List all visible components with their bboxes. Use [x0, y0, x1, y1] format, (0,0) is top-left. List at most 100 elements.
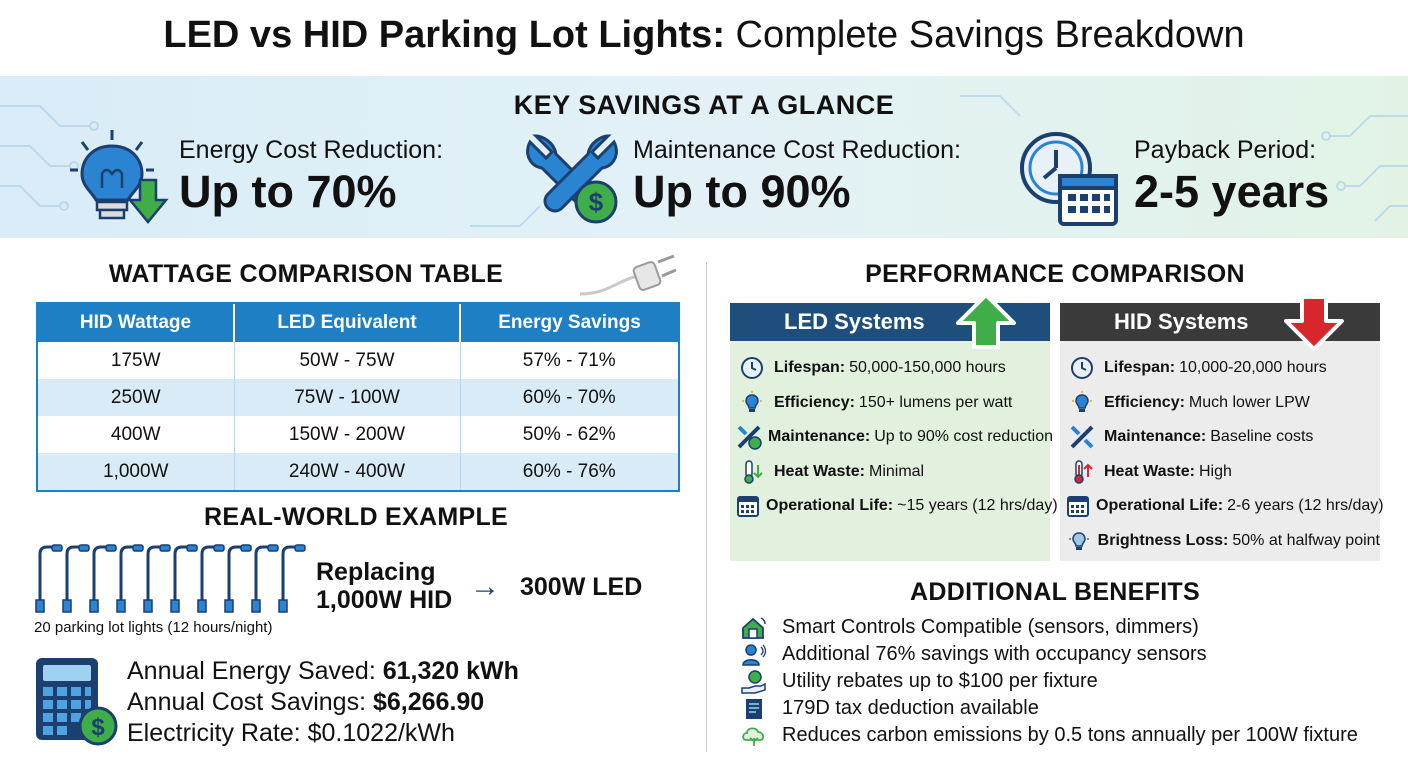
table-cell: 50% - 62%: [522, 423, 616, 445]
svg-text:$: $: [589, 187, 604, 217]
down-arrow-icon: [1284, 295, 1344, 351]
calc-value: $6,266.90: [372, 688, 485, 716]
row-label: Efficiency:: [1104, 393, 1185, 411]
row-value: 50,000-150,000 hours: [849, 359, 1006, 377]
maintenance-cost-value: Up to 90%: [633, 166, 851, 217]
title-rest: Complete Savings Breakdown: [735, 14, 1245, 56]
row-label: Maintenance:: [1104, 428, 1207, 446]
hid-systems-panel: HID Systems Lifespan: 10,000-20,000 hours…: [1060, 303, 1384, 561]
col-header-energy-savings: Energy Savings: [460, 304, 678, 342]
lightbulb-down-arrow-icon: [70, 130, 169, 224]
section-divider: [706, 262, 707, 752]
replacing-text: Replacing 1,000W HID: [316, 558, 452, 614]
clock-icon: [736, 355, 768, 381]
benefits-list: Smart Controls Compatible (sensors, dimm…: [740, 614, 1358, 749]
bulb-icon: [736, 390, 768, 416]
benefit-text: 179D tax deduction available: [782, 697, 1039, 719]
calendar-icon: [1066, 493, 1090, 519]
row-label: Maintenance:: [768, 428, 871, 446]
parking-lights-icon: [34, 544, 306, 614]
table-cell: 1,000W: [38, 453, 235, 490]
dim-bulb-icon: [1066, 528, 1092, 554]
benefit-text: Additional 76% savings with occupancy se…: [782, 643, 1207, 665]
banner-title: KEY SAVINGS AT A GLANCE: [513, 90, 895, 120]
list-item: Heat Waste: High: [1060, 455, 1380, 490]
tax-document-icon: [740, 697, 768, 721]
additional-benefits-title: ADDITIONAL BENEFITS: [910, 578, 1200, 606]
energy-cost-label: Energy Cost Reduction:: [179, 136, 444, 164]
list-item: Smart Controls Compatible (sensors, dimm…: [740, 614, 1358, 641]
list-item: Additional 76% savings with occupancy se…: [740, 641, 1358, 668]
thermometer-icon: [1066, 459, 1098, 485]
arrow-right-icon: →: [470, 570, 500, 603]
plug-icon: [579, 254, 677, 296]
table-row: 400W 150W - 200W 50% - 62%: [38, 416, 678, 453]
row-label: Operational Life:: [766, 497, 894, 515]
energy-cost-value: Up to 70%: [179, 166, 397, 217]
row-value: ~15 years (12 hrs/day): [897, 497, 1058, 515]
page-title: LED vs HID Parking Lot Lights: Complete …: [0, 14, 1408, 57]
row-value: 150+ lumens per watt: [858, 393, 1013, 411]
payback-period-label: Payback Period:: [1134, 136, 1317, 164]
row-value: Much lower LPW: [1188, 393, 1310, 411]
tools-icon: [736, 424, 762, 450]
annual-cost-savings: Annual Cost Savings: $6,266.90: [127, 687, 519, 718]
wattage-table-title: WATTAGE COMPARISON TABLE: [108, 260, 504, 288]
circuit-pattern-decoration: [0, 95, 1408, 227]
list-item: Operational Life: ~15 years (12 hrs/day): [730, 489, 1058, 524]
hid-systems-list: Lifespan: 10,000-20,000 hours Efficiency:…: [1060, 341, 1384, 559]
row-value: Minimal: [868, 462, 925, 480]
list-item: Reduces carbon emissions by 0.5 tons ann…: [740, 722, 1358, 749]
list-item: Efficiency: Much lower LPW: [1060, 386, 1380, 421]
table-row: 250W 75W - 100W 60% - 70%: [38, 379, 678, 416]
row-value: 50% at halfway point: [1232, 531, 1380, 549]
list-item: Heat Waste: Minimal: [730, 455, 1050, 490]
led-systems-list: Lifespan: 50,000-150,000 hours Efficiency…: [730, 341, 1058, 524]
table-cell: 175W: [38, 342, 235, 379]
table-cell: 240W - 400W: [234, 453, 461, 490]
row-label: Efficiency:: [774, 393, 855, 411]
calculator-dollar-icon: $: [36, 658, 118, 746]
table-row: 1,000W 240W - 400W 60% - 76%: [38, 453, 678, 490]
col-header-led-equivalent: LED Equivalent: [234, 304, 461, 342]
bulb-icon: [1066, 390, 1098, 416]
row-value: High: [1198, 462, 1232, 480]
occupancy-sensor-icon: [740, 643, 768, 667]
clock-calendar-icon: [1020, 132, 1118, 226]
list-item: Lifespan: 50,000-150,000 hours: [730, 351, 1050, 386]
performance-title: PERFORMANCE COMPARISON: [865, 260, 1245, 288]
clock-icon: [1066, 355, 1098, 381]
co2-leaf-icon: [740, 724, 768, 748]
list-item: Operational Life: 2-6 years (12 hrs/day): [1060, 489, 1384, 524]
table-cell: 75W - 100W: [234, 379, 461, 416]
list-item: Brightness Loss: 50% at halfway point: [1060, 524, 1380, 559]
table-cell: 150W - 200W: [234, 416, 461, 453]
calc-value: 61,320 kWh: [382, 657, 519, 685]
thermometer-icon: [736, 459, 768, 485]
list-item: Lifespan: 10,000-20,000 hours: [1060, 351, 1380, 386]
rebate-hand-icon: [740, 669, 768, 694]
row-label: Heat Waste:: [774, 462, 865, 480]
replacing-line-2: 1,000W HID: [316, 586, 453, 614]
key-savings-banner: KEY SAVINGS AT A GLANCE Energy Cost Redu…: [0, 76, 1408, 238]
row-label: Lifespan:: [774, 359, 846, 377]
lights-caption: 20 parking lot lights (12 hours/night): [34, 619, 273, 636]
benefit-text: Reduces carbon emissions by 0.5 tons ann…: [782, 724, 1358, 746]
list-item: Efficiency: 150+ lumens per watt: [730, 386, 1050, 421]
row-value: 10,000-20,000 hours: [1179, 359, 1327, 377]
row-label: Brightness Loss:: [1097, 531, 1229, 549]
payback-period-value: 2-5 years: [1134, 166, 1330, 217]
replacing-line-1: Replacing: [316, 558, 436, 586]
calc-label: Annual Cost Savings:: [127, 688, 373, 716]
benefit-text: Utility rebates up to $100 per fixture: [782, 670, 1098, 692]
row-value: 2-6 years (12 hrs/day): [1227, 497, 1384, 515]
target-led-text: 300W LED: [520, 573, 643, 601]
tools-icon: [1066, 424, 1098, 450]
row-label: Operational Life:: [1096, 497, 1224, 515]
benefit-text: Smart Controls Compatible (sensors, dimm…: [782, 616, 1199, 638]
row-value: Up to 90% cost reduction: [874, 428, 1054, 446]
list-item: 179D tax deduction available: [740, 695, 1358, 722]
row-label: Heat Waste:: [1104, 462, 1195, 480]
list-item: Maintenance: Baseline costs: [1060, 420, 1380, 455]
wrench-dollar-icon: $: [526, 134, 618, 224]
